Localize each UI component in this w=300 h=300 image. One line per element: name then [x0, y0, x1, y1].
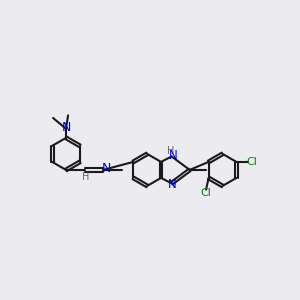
- Text: H: H: [167, 146, 174, 156]
- Text: H: H: [82, 172, 89, 182]
- Text: N: N: [102, 162, 111, 175]
- Text: Cl: Cl: [201, 188, 212, 198]
- Text: N: N: [169, 149, 177, 162]
- Text: N: N: [61, 121, 71, 134]
- Text: N: N: [168, 178, 176, 191]
- Text: Cl: Cl: [247, 157, 257, 167]
